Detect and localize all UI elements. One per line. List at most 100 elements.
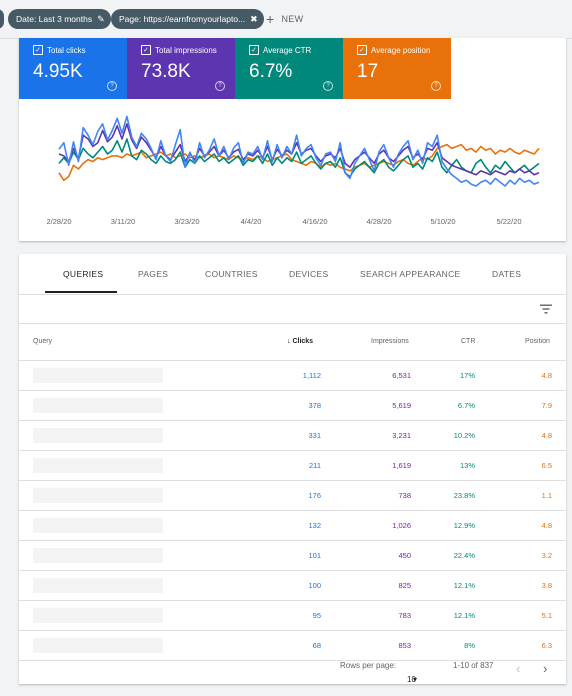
page-range: 1-10 of 837 xyxy=(453,661,494,670)
table-body: 1,112 6,531 17% 4.8 378 5,619 6.7% 7.9 331 3,231 1… xyxy=(19,361,566,661)
queries-table: Query ↓ Clicks Impressions CTR Position … xyxy=(19,323,566,661)
cell-position: 4.8 xyxy=(541,521,552,530)
x-tick-label: 4/28/20 xyxy=(366,217,391,226)
cell-impressions: 825 xyxy=(398,581,411,590)
redacted-query xyxy=(33,368,163,383)
metric-total-clicks[interactable]: ✓ Total clicks 4.95K ? xyxy=(19,38,127,99)
cell-clicks: 100 xyxy=(308,581,321,590)
chevron-right-icon[interactable]: › xyxy=(543,661,548,676)
table-row[interactable]: 95 783 12.1% 5.1 xyxy=(19,601,566,631)
active-tab-indicator xyxy=(45,291,117,293)
tab-search-appearance[interactable]: SEARCH APPEARANCE xyxy=(360,269,461,279)
tab-queries[interactable]: QUERIES xyxy=(63,269,104,279)
cell-position: 6.5 xyxy=(541,461,552,470)
header-impressions[interactable]: Impressions xyxy=(371,338,409,345)
header-clicks-label: Clicks xyxy=(292,338,314,345)
metric-value: 73.8K xyxy=(141,61,191,82)
cell-ctr: 12.1% xyxy=(453,581,475,590)
cell-impressions: 450 xyxy=(398,551,411,560)
redacted-query xyxy=(33,488,163,503)
series-line-position xyxy=(58,143,540,182)
new-filter-label: NEW xyxy=(281,14,304,24)
cell-position: 3.2 xyxy=(541,551,552,560)
cell-position: 6.3 xyxy=(541,641,552,650)
cell-ctr: 12.9% xyxy=(453,521,475,530)
table-row[interactable]: 211 1,619 13% 6.5 xyxy=(19,451,566,481)
checkbox-icon[interactable]: ✓ xyxy=(141,45,151,55)
cell-ctr: 12.1% xyxy=(453,611,475,620)
cell-ctr: 17% xyxy=(459,371,475,380)
table-row[interactable]: 100 825 12.1% 3.8 xyxy=(19,571,566,601)
report-panel: QUERIES PAGES COUNTRIES DEVICES SEARCH A… xyxy=(19,254,566,684)
tab-pages[interactable]: PAGES xyxy=(138,269,169,279)
redacted-query xyxy=(33,398,163,413)
series-line-clicks xyxy=(58,115,540,187)
cell-impressions: 853 xyxy=(398,641,411,650)
redacted-query xyxy=(33,608,163,623)
help-icon[interactable]: ? xyxy=(323,81,333,91)
checkbox-icon[interactable]: ✓ xyxy=(357,45,367,55)
cell-ctr: 10.2% xyxy=(453,431,475,440)
tab-countries[interactable]: COUNTRIES xyxy=(205,269,258,279)
table-row[interactable]: 68 853 8% 6.3 xyxy=(19,631,566,661)
collapsed-chip[interactable] xyxy=(0,9,4,29)
rows-per-page-value: 10 xyxy=(407,675,416,684)
rows-per-page-label: Rows per page: xyxy=(340,661,397,670)
chevron-left-icon[interactable]: ‹ xyxy=(516,661,521,676)
cell-ctr: 13% xyxy=(459,461,475,470)
page-filter-label: Page: https://earnfromyourlapto... xyxy=(119,14,246,24)
performance-card: ✓ Total clicks 4.95K ? ✓ Total impressions… xyxy=(19,38,566,241)
redacted-query xyxy=(33,548,163,563)
series-line-ctr xyxy=(58,138,540,178)
cell-clicks: 211 xyxy=(309,461,321,470)
metric-label: Total clicks xyxy=(47,45,86,55)
cell-impressions: 1,026 xyxy=(392,521,411,530)
header-ctr[interactable]: CTR xyxy=(461,338,476,345)
cell-clicks: 1,112 xyxy=(302,371,321,380)
cell-impressions: 5,619 xyxy=(392,401,411,410)
page-filter-chip[interactable]: Page: https://earnfromyourlapto... ✖ xyxy=(111,9,264,29)
cell-impressions: 6,531 xyxy=(392,371,411,380)
metric-label: Average CTR xyxy=(263,45,312,55)
performance-chart[interactable]: 2/28/20 3/11/20 3/23/20 4/4/20 4/16/20 4/28/2… xyxy=(19,99,566,241)
table-row[interactable]: 176 738 23.8% 1.1 xyxy=(19,481,566,511)
table-row[interactable]: 132 1,026 12.9% 4.8 xyxy=(19,511,566,541)
metric-total-impressions[interactable]: ✓ Total impressions 73.8K ? xyxy=(127,38,235,99)
cell-clicks: 95 xyxy=(312,611,321,620)
tab-dates[interactable]: DATES xyxy=(492,269,522,279)
header-position[interactable]: Position xyxy=(525,338,550,345)
cell-ctr: 8% xyxy=(464,641,475,650)
x-tick-label: 3/23/20 xyxy=(174,217,199,226)
redacted-query xyxy=(33,518,163,533)
metric-average-position[interactable]: ✓ Average position 17 ? xyxy=(343,38,451,99)
help-icon[interactable]: ? xyxy=(215,81,225,91)
tab-devices[interactable]: DEVICES xyxy=(289,269,329,279)
checkbox-icon[interactable]: ✓ xyxy=(33,45,43,55)
metric-label: Average position xyxy=(371,45,431,55)
date-filter-chip[interactable]: Date: Last 3 months ✎ xyxy=(8,9,111,29)
help-icon[interactable]: ? xyxy=(431,81,441,91)
cell-clicks: 132 xyxy=(308,521,321,530)
help-icon[interactable]: ? xyxy=(107,81,117,91)
table-row[interactable]: 101 450 22.4% 3.2 xyxy=(19,541,566,571)
checkbox-icon[interactable]: ✓ xyxy=(249,45,259,55)
header-query[interactable]: Query xyxy=(33,338,53,345)
table-row[interactable]: 1,112 6,531 17% 4.8 xyxy=(19,361,566,391)
report-tabs: QUERIES PAGES COUNTRIES DEVICES SEARCH A… xyxy=(19,254,566,295)
table-row[interactable]: 331 3,231 10.2% 4.8 xyxy=(19,421,566,451)
table-row[interactable]: 378 5,619 6.7% 7.9 xyxy=(19,391,566,421)
header-clicks[interactable]: ↓ Clicks xyxy=(287,338,313,345)
redacted-query xyxy=(33,428,163,443)
redacted-query xyxy=(33,578,163,593)
cell-impressions: 1,619 xyxy=(392,461,411,470)
edit-icon[interactable]: ✎ xyxy=(97,13,105,24)
cell-impressions: 783 xyxy=(398,611,411,620)
cell-impressions: 3,231 xyxy=(392,431,411,440)
metric-average-ctr[interactable]: ✓ Average CTR 6.7% ? xyxy=(235,38,343,99)
new-filter-button[interactable]: + NEW xyxy=(266,9,303,29)
metric-value: 6.7% xyxy=(249,61,293,82)
close-icon[interactable]: ✖ xyxy=(250,13,258,24)
x-tick-label: 3/11/20 xyxy=(111,217,135,226)
x-tick-label: 5/22/20 xyxy=(496,217,521,226)
filter-icon[interactable] xyxy=(540,304,552,314)
